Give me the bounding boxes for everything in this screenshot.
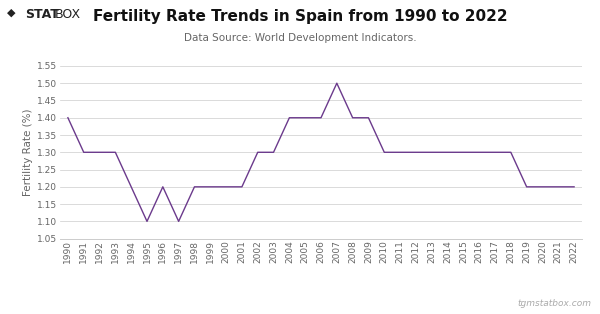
Text: Data Source: World Development Indicators.: Data Source: World Development Indicator… (184, 33, 416, 43)
Y-axis label: Fertility Rate (%): Fertility Rate (%) (23, 109, 33, 196)
Text: ◆: ◆ (7, 8, 16, 18)
Text: STAT: STAT (25, 8, 59, 21)
Text: BOX: BOX (55, 8, 82, 21)
Text: Fertility Rate Trends in Spain from 1990 to 2022: Fertility Rate Trends in Spain from 1990… (92, 9, 508, 24)
Text: tgmstatbox.com: tgmstatbox.com (517, 299, 591, 308)
